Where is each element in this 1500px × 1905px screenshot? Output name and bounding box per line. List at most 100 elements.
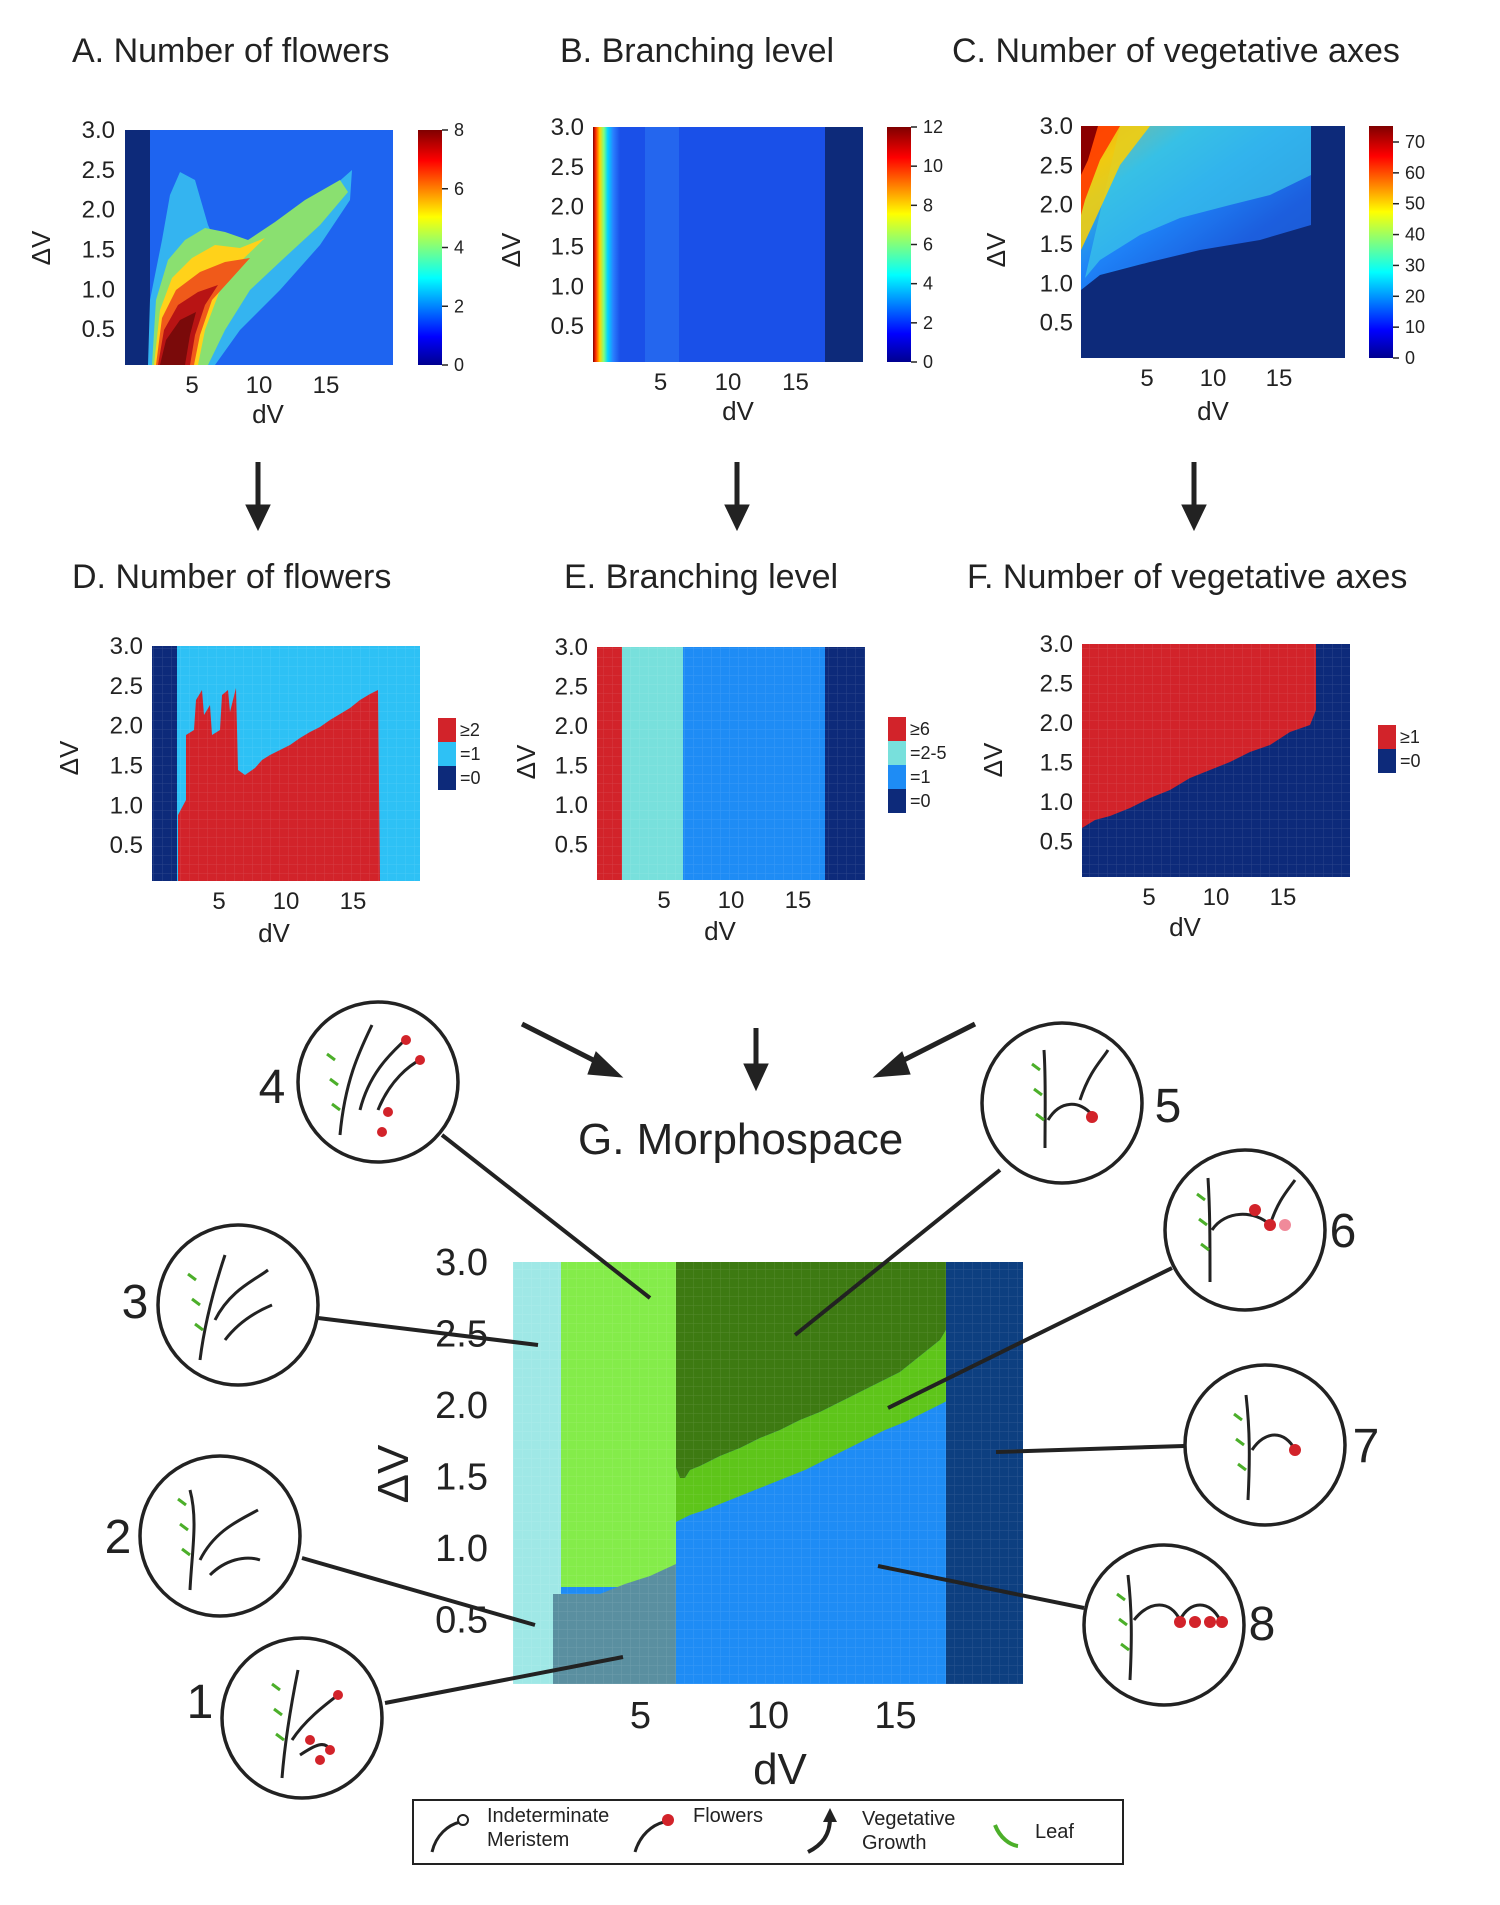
panel-f-ytick: 3.0 — [1040, 631, 1073, 658]
panel-e-ytick: 1.5 — [555, 752, 588, 779]
panel-f-xtick: 5 — [1142, 884, 1155, 911]
morphotype-number: 3 — [122, 1276, 149, 1329]
panel-a-xtick: 5 — [185, 372, 198, 399]
panel-b-xtick: 5 — [654, 369, 667, 396]
panel-g-ytick: 1.0 — [435, 1528, 488, 1570]
morphotype-connectors — [301, 1133, 1185, 1705]
panel-d-ytick: 2.5 — [110, 673, 143, 700]
panel-g-ytick: 3.0 — [435, 1242, 488, 1284]
panel-f-ylabel: ΔV — [978, 742, 1008, 777]
panel-c-colorbar — [1369, 126, 1393, 358]
panel-c-xtick: 15 — [1266, 365, 1293, 392]
panel-g-ytick: 0.5 — [435, 1600, 488, 1642]
panel-e-ytick: 1.0 — [555, 792, 588, 819]
panel-b-colorbar-label: 12 — [923, 117, 943, 137]
morphotype-number: 7 — [1353, 1420, 1380, 1473]
vegetative-growth-symbol-icon — [807, 1817, 832, 1854]
morphotype-number: 6 — [1330, 1205, 1357, 1258]
panel-e-ytick: 2.5 — [555, 673, 588, 700]
panel-f-ytick: 2.5 — [1040, 670, 1073, 697]
panel-g-heatmap — [513, 1262, 1023, 1684]
panel-d-xtick: 10 — [273, 888, 300, 915]
panel-e-legend-label: =0 — [910, 791, 931, 811]
panel-g-ylabel: ΔV — [369, 1444, 418, 1503]
panel-e-legend-label: ≥6 — [910, 719, 930, 739]
panel-a-ytick: 1.0 — [82, 276, 115, 303]
panel-a-colorbar-label: 0 — [454, 355, 464, 375]
panel-g-xtick: 10 — [747, 1695, 789, 1737]
panel-e-xlabel: dV — [704, 916, 736, 946]
panel-g-xtick: 5 — [630, 1695, 651, 1737]
morphotype-number: 4 — [259, 1061, 286, 1114]
panel-d-ylabel: ΔV — [54, 740, 84, 775]
morphotype-glyphs — [188, 1024, 1297, 1779]
morphotype-number: 1 — [187, 1676, 214, 1729]
panel-g-ytick: 2.0 — [435, 1385, 488, 1427]
panel-b-ytick: 0.5 — [551, 313, 584, 340]
panel-a-ylabel: ΔV — [26, 230, 56, 265]
panel-d-xtick: 15 — [340, 888, 367, 915]
panel-d-ytick: 2.0 — [110, 713, 143, 740]
morphotype-number: 5 — [1155, 1080, 1182, 1133]
panel-b-colorbar-label: 2 — [923, 313, 933, 333]
panel-e-legend-label: =1 — [910, 767, 931, 787]
panel-e-ylabel: ΔV — [511, 744, 541, 779]
panel-b-heatmap — [593, 127, 863, 362]
panel-e-xtick: 5 — [657, 887, 670, 914]
panel-f-ytick: 1.0 — [1040, 789, 1073, 816]
leaf-symbol-icon — [993, 1824, 1019, 1848]
panel-e-ytick: 0.5 — [555, 831, 588, 858]
panel-f-heatmap — [1082, 644, 1350, 877]
panel-b-xlabel: dV — [722, 396, 754, 426]
panel-d-ytick: 0.5 — [110, 832, 143, 859]
panel-g-ytick: 1.5 — [435, 1457, 488, 1499]
arrows-row1 — [245, 462, 1207, 532]
panel-d-ytick: 1.5 — [110, 752, 143, 779]
symbol-legend — [412, 1799, 1124, 1865]
panel-c-ytick: 0.5 — [1040, 310, 1073, 337]
panel-b-ytick: 1.5 — [551, 233, 584, 260]
panel-c-colorbar-label: 20 — [1405, 286, 1425, 306]
symbol-legend-label: Vegetative — [862, 1808, 955, 1830]
panel-c-colorbar-label: 10 — [1405, 317, 1425, 337]
panel-d-ytick: 1.0 — [110, 792, 143, 819]
panel-c-ylabel: ΔV — [981, 232, 1011, 267]
panel-a-ytick: 0.5 — [82, 316, 115, 343]
panel-c-heatmap — [1081, 126, 1345, 358]
panel-f-legend — [1378, 725, 1396, 773]
flower-symbol-icon — [633, 1820, 665, 1853]
panel-a-colorbar-label: 6 — [454, 179, 464, 199]
panel-d-legend — [438, 718, 456, 790]
panel-c-ytick: 2.0 — [1040, 192, 1073, 219]
symbol-legend-label: Flowers — [693, 1805, 763, 1827]
panel-e-xtick: 10 — [718, 887, 745, 914]
panel-c-xtick: 5 — [1140, 365, 1153, 392]
panel-c-colorbar-label: 30 — [1405, 255, 1425, 275]
morphotype-flowers — [305, 1035, 1301, 1765]
panel-a-heatmap — [125, 130, 393, 365]
panel-f-legend-label: ≥1 — [1400, 727, 1420, 747]
panel-a-ytick: 2.0 — [82, 197, 115, 224]
panel-a-title: A. Number of flowers — [72, 32, 389, 70]
panel-f-legend-label: =0 — [1400, 751, 1421, 771]
panel-b-ylabel: ΔV — [496, 232, 526, 267]
panel-b-ytick: 1.0 — [551, 273, 584, 300]
panel-c-ytick: 2.5 — [1040, 152, 1073, 179]
panel-a-ytick: 1.5 — [82, 236, 115, 263]
panel-f-xlabel: dV — [1169, 912, 1201, 942]
panel-g-xtick: 15 — [874, 1695, 916, 1737]
panel-b-xtick: 15 — [782, 369, 809, 396]
panel-a-colorbar-label: 2 — [454, 296, 464, 316]
panel-c-colorbar-label: 0 — [1405, 348, 1415, 368]
panel-a-ytick: 3.0 — [82, 117, 115, 144]
panel-c-ytick: 1.0 — [1040, 270, 1073, 297]
panel-b-colorbar-label: 8 — [923, 195, 933, 215]
panel-c-colorbar-label: 60 — [1405, 163, 1425, 183]
panel-c-ytick: 1.5 — [1040, 231, 1073, 258]
panel-d-legend-label: ≥2 — [460, 720, 480, 740]
panel-b-ytick: 2.5 — [551, 154, 584, 181]
morphotype-leaves — [177, 1052, 1247, 1742]
panel-e-title: E. Branching level — [564, 558, 838, 596]
panel-b-colorbar-label: 4 — [923, 274, 933, 294]
